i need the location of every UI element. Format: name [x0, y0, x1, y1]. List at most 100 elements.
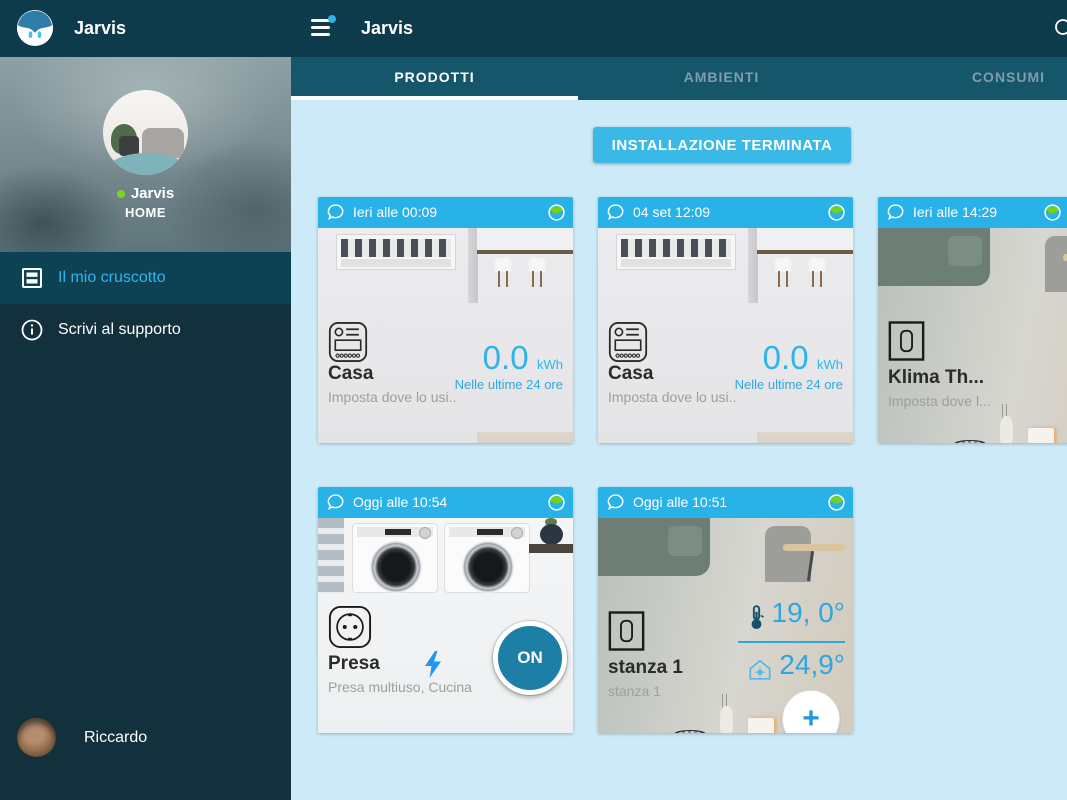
card-body: 0.0 kWh Casa Nelle ultime 24 ore Imposta…	[598, 303, 853, 443]
sidebar-header: Jarvis	[0, 0, 291, 57]
bowl-shape	[670, 731, 710, 733]
card-header: Oggi alle 10:54	[318, 487, 573, 518]
card-body: 0.0 kWh Casa Nelle ultime 24 ore Imposta…	[318, 303, 573, 443]
user-avatar[interactable]	[17, 718, 56, 757]
dryer-machine-shape	[444, 523, 530, 593]
chat-bubble-icon	[606, 493, 625, 512]
current-temperature-row: 19, 0°	[730, 597, 845, 637]
thermostat-icon	[608, 609, 645, 653]
hamburger-bar	[311, 26, 330, 29]
floor-shape	[477, 432, 573, 443]
energy-value-number: 0.0	[762, 339, 809, 376]
plant-shape	[545, 518, 557, 526]
device-card-casa-1[interactable]: Ieri alle 00:09	[318, 197, 573, 443]
breaker-box-shape	[336, 234, 456, 270]
card-header: Oggi alle 10:51	[598, 487, 853, 518]
sidebar-item-support[interactable]: Scrivi al supporto	[0, 304, 291, 357]
tab-ambienti[interactable]: AMBIENTI	[683, 69, 760, 85]
device-card-stanza[interactable]: Oggi alle 10:51	[598, 487, 853, 733]
chair-shape	[529, 258, 545, 287]
power-socket-icon	[328, 605, 372, 649]
energy-meter-icon	[328, 321, 368, 363]
online-status-dot	[116, 190, 125, 199]
photo-chair-shape	[119, 136, 139, 156]
card-title: Presa	[328, 653, 380, 674]
jarvis-logo-icon	[16, 9, 54, 47]
search-icon[interactable]	[1053, 17, 1067, 41]
card-image-electrical-panel	[598, 228, 853, 443]
table-shape	[757, 228, 853, 254]
bowl-shape	[950, 441, 990, 443]
hamburger-bar	[311, 33, 330, 36]
card-subtitle[interactable]: Imposta dove lo usi..	[608, 389, 737, 405]
card-body: Presa Presa multiuso, Cucina ON	[318, 593, 573, 733]
temperature-block: 19, 0°	[730, 597, 845, 689]
info-icon	[20, 318, 44, 342]
washing-machine-shape	[352, 523, 438, 593]
app-bar: Jarvis	[291, 0, 1067, 57]
breaker-row-shape	[621, 239, 731, 257]
signal-status-icon	[827, 493, 846, 512]
vase-shape	[1000, 416, 1013, 443]
breaker-row-shape	[341, 239, 451, 257]
signal-status-icon	[827, 203, 846, 222]
home-name: Jarvis	[0, 185, 291, 202]
breaker-base-shape	[621, 259, 731, 267]
breaker-box-shape	[616, 234, 736, 270]
installation-complete-button[interactable]: INSTALLAZIONE TERMINATA	[593, 127, 851, 163]
energy-value: 0.0 kWh	[763, 339, 843, 377]
plant-stems-shape	[722, 694, 732, 710]
tab-consumi[interactable]: CONSUMI	[971, 69, 1046, 85]
machine-panel-shape	[449, 527, 525, 539]
card-subtitle: Presa multiuso, Cucina	[328, 679, 472, 695]
card-subtitle[interactable]: Imposta dove l...	[888, 393, 991, 409]
hamburger-menu-icon[interactable]	[311, 15, 337, 39]
card-timestamp: Oggi alle 10:51	[633, 494, 728, 510]
energy-period-link[interactable]: Nelle ultime 24 ore	[734, 377, 843, 392]
device-card-casa-2[interactable]: 04 set 12:09	[598, 197, 853, 443]
energy-value-unit: kWh	[537, 357, 563, 372]
machine-door-shape	[462, 541, 514, 593]
sidebar-item-dashboard[interactable]: Il mio cruscotto	[0, 252, 291, 304]
page-title: Jarvis	[361, 18, 414, 38]
sidebar-user-row[interactable]: Riccardo	[0, 712, 291, 767]
breaker-base-shape	[341, 259, 451, 267]
home-profile[interactable]: Jarvis HOME	[0, 57, 291, 252]
side-table-shape	[1063, 254, 1067, 261]
card-title: Klima Th...	[888, 367, 985, 388]
device-card-klima[interactable]: Ieri alle 14:29	[878, 197, 1067, 443]
home-photo[interactable]	[103, 90, 188, 175]
card-header: Ieri alle 14:29	[878, 197, 1067, 228]
planter-shape	[1045, 236, 1067, 292]
chat-bubble-icon	[606, 203, 625, 222]
chair-shape	[775, 258, 791, 287]
card-timestamp: Ieri alle 14:29	[913, 204, 998, 220]
thermometer-icon	[748, 604, 765, 631]
card-subtitle[interactable]: Imposta dove lo usi..	[328, 389, 457, 405]
power-toggle-button[interactable]: ON	[493, 621, 567, 695]
energy-value-unit: kWh	[817, 357, 843, 372]
vase-shape	[720, 706, 733, 733]
sidebar: Jarvis Jarvis HOME Il mio cruscotto	[0, 0, 291, 800]
signal-status-icon	[547, 203, 566, 222]
card-title: stanza 1	[608, 657, 683, 678]
target-temperature-value: 24,9°	[779, 649, 845, 680]
tab-prodotti[interactable]: PRODOTTI	[291, 57, 578, 100]
card-header: 04 set 12:09	[598, 197, 853, 228]
dark-shelf-shape	[529, 544, 573, 553]
content-area: INSTALLAZIONE TERMINATA Ieri alle 00:09	[291, 100, 1067, 800]
tab-bar: PRODOTTI AMBIENTI CONSUMI	[291, 57, 1067, 100]
card-image-electrical-panel	[318, 228, 573, 443]
house-temperature-icon	[747, 658, 773, 682]
wall-corner-shape	[468, 228, 478, 303]
energy-period-link[interactable]: Nelle ultime 24 ore	[454, 377, 563, 392]
chat-bubble-icon	[886, 203, 905, 222]
thermostat-device-shape	[1028, 428, 1054, 443]
sidebar-item-label: Scrivi al supporto	[58, 321, 181, 338]
photo-rug-shape	[109, 153, 185, 175]
cushion-shape	[668, 526, 702, 556]
chair-shape	[809, 258, 825, 287]
card-timestamp: Ieri alle 00:09	[353, 204, 438, 220]
device-card-presa[interactable]: Oggi alle 10:54	[318, 487, 573, 733]
add-button[interactable]: +	[782, 690, 840, 733]
